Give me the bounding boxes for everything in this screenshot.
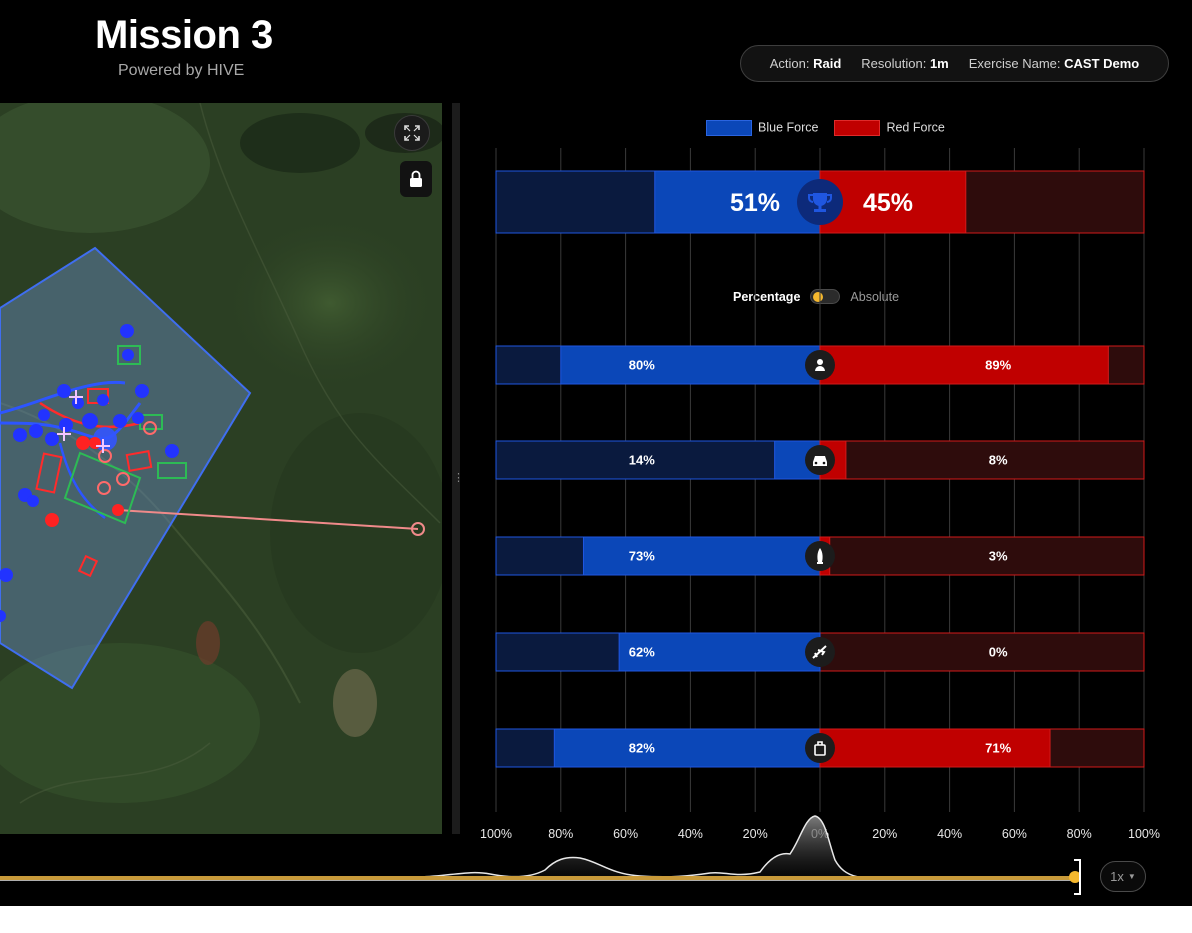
supplies-row-blue-bar: [553, 728, 821, 768]
timeline-playhead[interactable]: [1069, 871, 1081, 883]
aircraft-row-icon-badge: [805, 637, 835, 667]
switch-knob: [813, 292, 824, 302]
percentage-absolute-switch[interactable]: [810, 289, 841, 304]
personnel-row-red-track: [819, 345, 1145, 385]
legend-item-blue-force[interactable]: Blue Force: [706, 120, 818, 136]
supplies-row-red-bar: [819, 728, 1051, 768]
legend-swatch-red: [834, 120, 881, 136]
fullscreen-button[interactable]: [394, 115, 430, 151]
legend-label-blue: Blue Force: [758, 120, 819, 135]
supplies-row-red-track: [819, 728, 1145, 768]
exercise-label: Exercise Name:: [968, 56, 1061, 71]
aircraft-row-red-label: 0%: [989, 645, 1008, 660]
legend-item-red-force[interactable]: Red Force: [834, 120, 945, 136]
overall-score-row-icon-badge: [797, 179, 843, 225]
person-icon: [815, 359, 825, 371]
missiles-row-blue-label: 73%: [629, 549, 655, 564]
mission-dashboard: Mission 3 Powered by HIVE Action: Raid R…: [0, 0, 1192, 906]
chart-legend: Blue Force Red Force: [706, 120, 945, 136]
overall-score-row-blue-label: 51%: [730, 189, 780, 217]
legend-swatch-blue: [706, 120, 752, 136]
overall-score-row-blue-bar: [654, 170, 821, 234]
map-lock-button[interactable]: [400, 161, 432, 197]
exercise-value: CAST Demo: [1064, 56, 1140, 71]
missiles-row-red-track: [819, 536, 1145, 576]
map-view[interactable]: [0, 103, 442, 834]
action-value: Raid: [813, 56, 842, 71]
resolution-value: 1m: [929, 56, 949, 71]
vehicles-row-red-bar: [819, 440, 847, 480]
missiles-row-blue-bar: [582, 536, 821, 576]
timeline-scrubber[interactable]: [0, 810, 1192, 906]
personnel-row-red-label: 89%: [985, 358, 1011, 373]
lock-icon: [410, 170, 422, 187]
expand-icon: [404, 125, 420, 141]
supplies-row-icon-badge: [805, 733, 835, 763]
aircraft-icon: [812, 645, 827, 659]
vehicles-row-red-label: 8%: [989, 453, 1008, 468]
overall-score-row-blue-track: [495, 170, 821, 234]
personnel-row-red-bar: [819, 345, 1109, 385]
overall-score-row-red-bar: [819, 170, 967, 234]
personnel-row-blue-track: [495, 345, 821, 385]
vehicles-row-red-track: [819, 440, 1145, 480]
action-info: Action: Raid: [770, 56, 842, 71]
toggle-label-percentage[interactable]: Percentage: [733, 289, 801, 304]
vehicles-row-blue-track: [495, 440, 821, 480]
satellite-map-image: [0, 103, 442, 834]
chevron-down-icon: ▼: [1127, 872, 1136, 881]
rocket-icon: [817, 548, 823, 564]
resolution-label: Resolution:: [861, 56, 927, 71]
action-label: Action:: [769, 56, 810, 71]
aircraft-row-blue-bar: [618, 632, 821, 672]
aircraft-row-blue-track: [495, 632, 821, 672]
exercise-info-bar: Action: Raid Resolution: 1m Exercise Nam…: [740, 45, 1169, 82]
aircraft-row-blue-label: 62%: [629, 645, 655, 660]
supplies-row-blue-track: [495, 728, 821, 768]
page-title: Mission 3: [95, 13, 273, 57]
personnel-row-icon-badge: [805, 350, 835, 380]
missiles-row-red-label: 3%: [989, 549, 1008, 564]
timeline-end-bracket[interactable]: [1074, 859, 1081, 895]
playback-speed-value: 1x: [1110, 869, 1124, 884]
missiles-row-red-bar: [819, 536, 831, 576]
exercise-info: Exercise Name: CAST Demo: [969, 56, 1140, 71]
vehicle-icon: [813, 456, 827, 466]
panel-resize-divider[interactable]: [452, 103, 460, 834]
overall-score-row-red-label: 45%: [863, 189, 913, 217]
supply-bag-icon: [814, 741, 826, 756]
timeline-progress-track: [0, 876, 1075, 880]
resize-handle-icon[interactable]: ⋮: [453, 472, 464, 484]
page-subtitle: Powered by HIVE: [118, 62, 245, 79]
resolution-info: Resolution: 1m: [861, 56, 948, 71]
legend-label-red: Red Force: [886, 120, 945, 135]
overall-score-row-red-track: [819, 170, 1145, 234]
activity-density-curve: [0, 815, 1071, 881]
vehicles-row-blue-label: 14%: [629, 453, 655, 468]
aircraft-row-red-track: [819, 632, 1145, 672]
vehicles-row-icon-badge: [805, 445, 835, 475]
playback-speed-dropdown[interactable]: 1x ▼: [1100, 861, 1146, 892]
missiles-row-icon-badge: [805, 541, 835, 571]
supplies-row-blue-label: 82%: [629, 741, 655, 756]
toggle-label-absolute[interactable]: Absolute: [850, 289, 900, 304]
display-mode-toggle: Percentage Absolute: [733, 289, 899, 304]
personnel-row-blue-bar: [560, 345, 821, 385]
trophy-icon: [808, 193, 832, 212]
personnel-row-blue-label: 80%: [629, 358, 655, 373]
missiles-row-blue-track: [495, 536, 821, 576]
supplies-row-red-label: 71%: [985, 741, 1011, 756]
vehicles-row-blue-bar: [774, 440, 821, 480]
